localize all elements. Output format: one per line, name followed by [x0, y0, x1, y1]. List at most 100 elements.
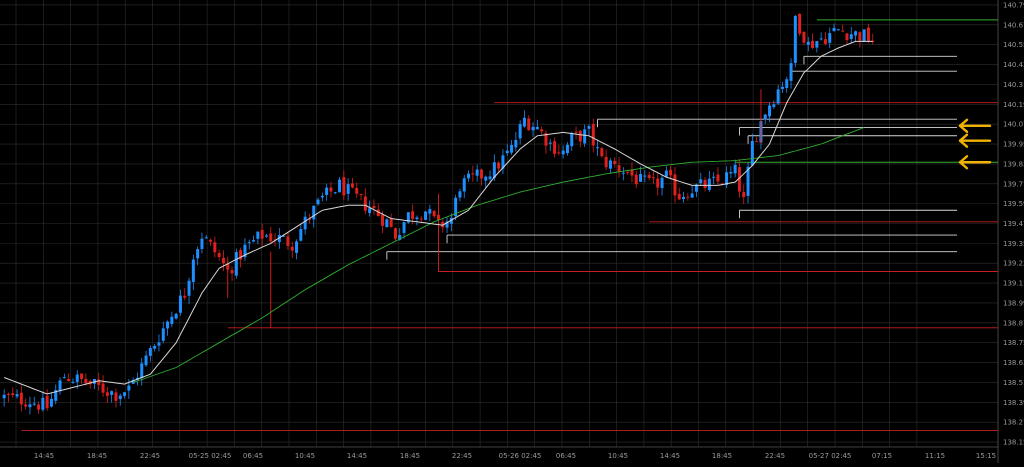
candle-down [350, 183, 354, 188]
y-tick-label: 140.31 [1003, 81, 1024, 89]
x-tick-label: 10:45 [608, 452, 628, 460]
x-tick-label: 18:45 [400, 452, 420, 460]
candle-up [295, 241, 299, 253]
candle-up [462, 178, 466, 192]
candle-down [497, 162, 501, 169]
candle-up [608, 160, 612, 169]
candle-up [819, 38, 823, 40]
candle-up [200, 238, 204, 249]
x-tick-label: 05-27 02:45 [809, 452, 852, 460]
candle-down [703, 179, 707, 189]
candle-down [411, 211, 415, 219]
candle-up [58, 380, 62, 392]
candle-up [458, 191, 462, 198]
candle-up [118, 395, 122, 400]
candle-up [849, 34, 853, 39]
candle-up [385, 219, 389, 228]
candle-down [359, 193, 363, 195]
candle-down [239, 250, 243, 260]
candle-up [514, 140, 518, 148]
candle-up [157, 342, 161, 346]
candle-down [634, 174, 638, 185]
candle-up [92, 379, 96, 384]
y-tick-label: 138.75 [1003, 339, 1024, 347]
candle-up [153, 345, 157, 349]
candle-down [6, 393, 10, 395]
candle-up [282, 235, 286, 237]
candle-down [230, 270, 234, 274]
candle-down [720, 183, 724, 185]
y-tick-label: 138.51 [1003, 379, 1024, 387]
candle-up [75, 374, 79, 382]
candle-up [854, 31, 858, 36]
candle-down [479, 169, 483, 179]
candle-up [660, 177, 664, 189]
candle-down [823, 39, 827, 44]
candle-up [583, 129, 587, 144]
x-tick-label: 18:45 [712, 452, 732, 460]
candle-down [557, 152, 561, 154]
candle-down [24, 404, 28, 407]
arrow-left-icon [958, 133, 992, 148]
candle-up [522, 117, 526, 127]
candle-down [307, 218, 311, 220]
candle-up [596, 147, 600, 149]
candle-up [303, 216, 307, 230]
candle-up [402, 222, 406, 233]
ma-fast-line [4, 40, 873, 395]
candle-up [733, 164, 737, 174]
y-tick-label: 140.19 [1003, 101, 1024, 109]
candle-up [2, 394, 6, 399]
candle-down [471, 173, 475, 175]
candle-up [346, 184, 350, 194]
candle-down [355, 188, 359, 194]
candle-up [445, 221, 449, 228]
candle-up [398, 234, 402, 240]
y-tick-label: 140.67 [1003, 21, 1024, 29]
candle-down [67, 378, 71, 382]
candle-up [780, 86, 784, 89]
candle-up [707, 178, 711, 190]
candle-up [32, 403, 36, 405]
candle-up [793, 15, 797, 63]
candle-down [290, 246, 294, 251]
candle-down [19, 392, 23, 405]
grid [0, 0, 999, 463]
candle-up [62, 377, 66, 379]
candle-down [101, 383, 105, 393]
candle-down [269, 233, 273, 242]
candle-up [789, 63, 793, 81]
arrow-left-icon [958, 118, 992, 134]
candle-up [587, 126, 591, 129]
candle-up [531, 126, 535, 131]
candle-down [45, 395, 49, 409]
candle-up [252, 240, 256, 242]
candle-down [329, 187, 333, 192]
candle-down [80, 373, 84, 379]
candle-down [11, 393, 15, 396]
candle-down [604, 156, 608, 168]
x-tick-label: 22:45 [452, 452, 472, 460]
candle-up [501, 155, 505, 169]
candle-up [127, 385, 131, 391]
candle-up [832, 27, 836, 32]
candle-down [845, 33, 849, 41]
candle-up [492, 162, 496, 178]
y-tick-label: 138.27 [1003, 419, 1024, 427]
x-tick-label: 07:15 [872, 452, 892, 460]
candle-up [565, 144, 569, 154]
x-tick-label: 05-26 02:45 [499, 452, 542, 460]
x-tick-label: 14:45 [660, 452, 680, 460]
candle-up [49, 398, 53, 407]
candle-down [213, 242, 217, 253]
price-levels [21, 19, 998, 431]
candle-up [763, 114, 767, 120]
y-tick-label: 138.39 [1003, 399, 1024, 407]
candle-up [746, 166, 750, 196]
x-tick-label: 11:15 [925, 452, 945, 460]
y-tick-label: 140.79 [1003, 1, 1024, 9]
candle-up [643, 175, 647, 177]
y-tick-label: 138.99 [1003, 299, 1024, 307]
